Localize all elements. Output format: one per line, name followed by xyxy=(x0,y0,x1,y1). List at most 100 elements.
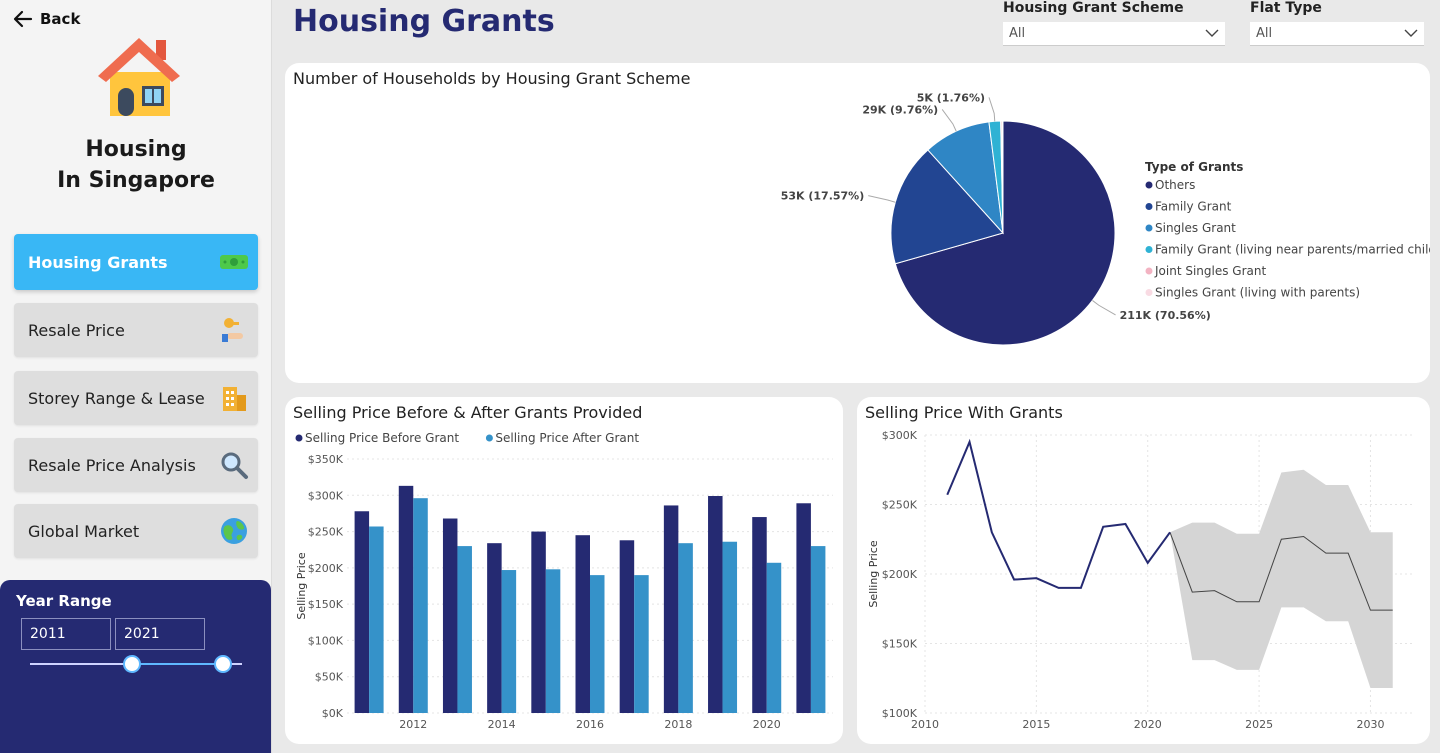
page-title: Housing Grants xyxy=(293,4,555,39)
legend-entry: Family Grant (living near parents/marrie… xyxy=(1155,243,1430,257)
y-tick-label: $250K xyxy=(308,526,344,539)
magnifier-icon xyxy=(218,449,250,481)
bar-before-grant xyxy=(398,485,414,713)
dropdown-value: All xyxy=(1009,26,1026,41)
brand-line-2: In Singapore xyxy=(57,168,215,193)
bar-after-grant xyxy=(369,526,384,713)
bar-after-grant xyxy=(457,546,472,713)
x-tick-label: 2025 xyxy=(1245,718,1273,731)
back-button[interactable]: Back xyxy=(12,8,80,30)
legend-entry: Joint Singles Grant xyxy=(1154,264,1266,278)
y-tick-label: $250K xyxy=(882,499,918,512)
pie-chart-card: Number of Households by Housing Grant Sc… xyxy=(285,63,1430,383)
y-axis-label: Selling Price xyxy=(295,552,308,619)
legend-entry: Singles Grant (living with parents) xyxy=(1155,286,1360,300)
legend-marker xyxy=(295,434,303,442)
nav-resale-price[interactable]: Resale Price xyxy=(14,303,258,357)
y-tick-label: $350K xyxy=(308,453,344,466)
y-tick-label: $100K xyxy=(308,634,344,647)
pie-data-label: 5K (1.76%) xyxy=(917,91,985,104)
bar-before-grant xyxy=(619,540,635,713)
nav-housing-grants[interactable]: Housing Grants xyxy=(14,234,258,290)
pie-slice xyxy=(1001,120,1004,234)
brand-line-1: Housing xyxy=(85,137,187,162)
dropdown-value: All xyxy=(1256,26,1273,41)
line-chart: $100K $150K $200K $250K $300K 2010 2015 2020 202… xyxy=(867,429,1415,731)
pie-leader-line xyxy=(868,195,896,203)
bar-after-grant xyxy=(810,546,826,713)
bar-after-grant xyxy=(678,543,693,713)
pie-leader-line xyxy=(941,109,957,132)
x-tick-label: 2015 xyxy=(1022,718,1050,731)
legend-entry: Family Grant xyxy=(1155,200,1232,214)
bar-after-grant xyxy=(501,570,517,713)
legend-marker xyxy=(1145,267,1153,275)
filter-title: Flat Type xyxy=(1250,0,1322,16)
cash-icon xyxy=(218,246,250,278)
brand-title: Housing In Singapore xyxy=(0,134,272,196)
legend-marker xyxy=(1145,224,1153,232)
pie-data-label: 53K (17.57%) xyxy=(781,190,865,203)
back-label: Back xyxy=(40,10,81,28)
forecast-line xyxy=(1169,532,1393,611)
x-tick-label: 2014 xyxy=(488,718,516,731)
year-slider-fill xyxy=(132,663,224,665)
key-hand-icon xyxy=(218,314,250,346)
forecast-confidence-band xyxy=(1170,469,1393,688)
filter-grant-scheme: Housing Grant Scheme All xyxy=(1003,0,1225,46)
bar-before-grant xyxy=(531,531,546,713)
y-tick-label: $100K xyxy=(882,707,918,720)
legend-marker xyxy=(1145,289,1153,296)
bar-after-grant xyxy=(590,575,605,713)
line-chart-title: Selling Price With Grants xyxy=(865,403,1063,422)
x-tick-label: 2020 xyxy=(1134,718,1162,731)
nav-resale-price-analysis[interactable]: Resale Price Analysis xyxy=(14,438,258,492)
pie-leader-line xyxy=(1092,300,1116,316)
year-start-input[interactable]: 2011 xyxy=(21,618,111,650)
pie-slice xyxy=(890,149,1004,265)
year-end-input[interactable]: 2021 xyxy=(115,618,205,650)
year-slider-start-handle[interactable] xyxy=(123,655,141,673)
pie-leader-line xyxy=(988,97,996,122)
legend-entry: Selling Price After Grant xyxy=(495,431,639,445)
nav-label: Global Market xyxy=(28,521,140,541)
pie-chart: 211K (70.56%) 53K (17.57%) 29K (9.76%)5K (… xyxy=(781,91,1430,346)
nav-global-market[interactable]: Global Market xyxy=(14,504,258,558)
y-tick-label: $200K xyxy=(882,568,918,581)
filter-flat-type: Flat Type All xyxy=(1250,0,1424,46)
y-tick-label: $200K xyxy=(308,562,344,575)
legend-marker xyxy=(485,434,493,442)
filter-title: Housing Grant Scheme xyxy=(1003,0,1184,16)
pie-chart-title: Number of Households by Housing Grant Sc… xyxy=(293,69,691,88)
bar-chart: Selling Price Before Grant Selling Price … xyxy=(295,431,833,731)
nav-label: Resale Price xyxy=(28,320,125,340)
chevron-down-icon xyxy=(1205,29,1219,37)
x-tick-label: 2020 xyxy=(753,718,781,731)
building-icon xyxy=(218,382,250,414)
nav-label: Storey Range & Lease xyxy=(28,388,205,408)
year-range-title: Year Range xyxy=(16,592,112,610)
bar-chart-title: Selling Price Before & After Grants Prov… xyxy=(293,403,643,422)
x-tick-label: 2018 xyxy=(664,718,692,731)
nav-label: Resale Price Analysis xyxy=(28,455,196,475)
legend-marker xyxy=(1145,203,1153,210)
grant-scheme-dropdown[interactable]: All xyxy=(1003,22,1225,46)
x-tick-label: 2012 xyxy=(399,718,427,731)
y-tick-label: $50K xyxy=(315,671,344,684)
line-chart-card: Selling Price With Grants $100K $150K $200… xyxy=(857,397,1430,744)
x-tick-label: 2016 xyxy=(576,718,604,731)
legend-marker xyxy=(1145,246,1153,253)
bar-before-grant xyxy=(442,518,458,713)
bar-after-grant xyxy=(545,569,561,713)
pie-data-label: 29K (9.76%) xyxy=(862,103,938,116)
pie-data-label: 211K (70.56%) xyxy=(1120,309,1211,322)
y-axis-label: Selling Price xyxy=(867,540,880,607)
year-slider-end-handle[interactable] xyxy=(214,655,232,673)
bar-before-grant xyxy=(575,535,590,713)
nav-storey-range-lease[interactable]: Storey Range & Lease xyxy=(14,371,258,425)
bar-after-grant xyxy=(634,575,649,713)
pie-slice xyxy=(894,120,1116,346)
bar-before-grant xyxy=(663,505,679,713)
legend-entry: Singles Grant xyxy=(1155,221,1236,235)
flat-type-dropdown[interactable]: All xyxy=(1250,22,1424,46)
